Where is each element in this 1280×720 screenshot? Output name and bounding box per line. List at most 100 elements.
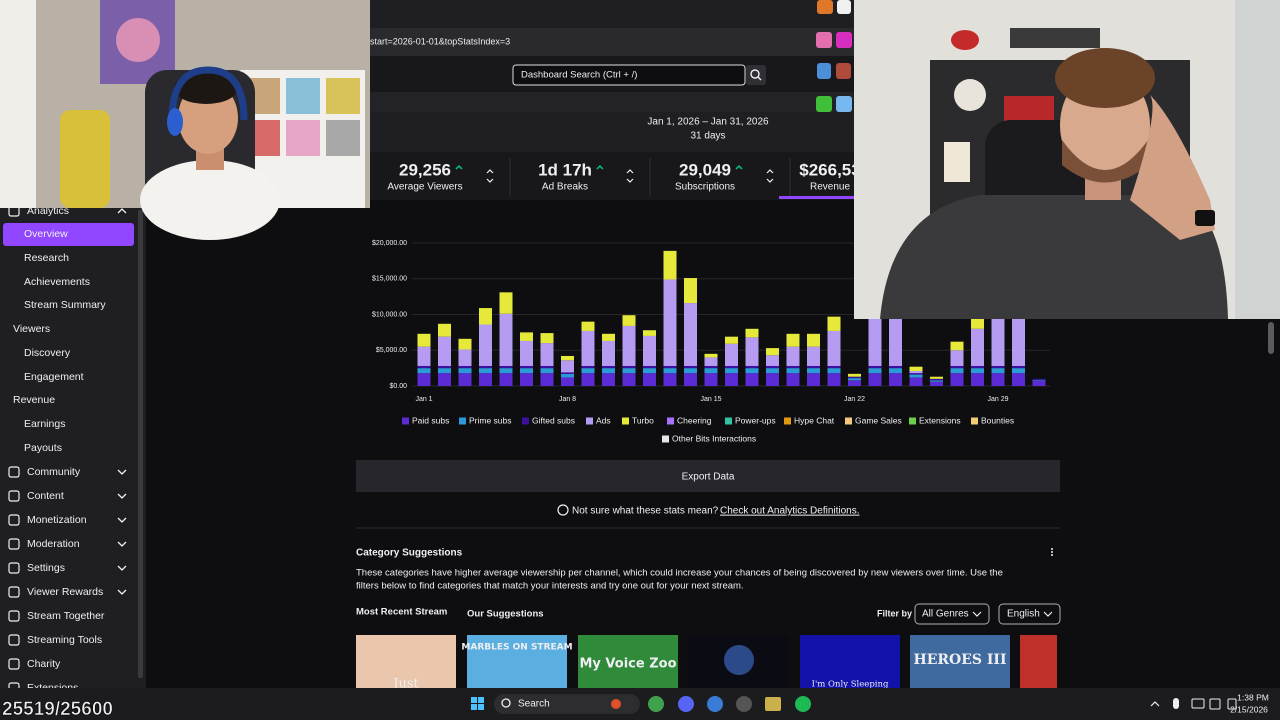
taskbar-app[interactable] xyxy=(736,696,752,712)
category-thumbnail[interactable] xyxy=(467,635,567,688)
legend-swatch[interactable] xyxy=(971,417,978,425)
bar-segment[interactable] xyxy=(745,373,759,386)
bar-segment[interactable] xyxy=(1032,378,1046,381)
bar-segment[interactable] xyxy=(438,365,451,369)
taskbar-search[interactable] xyxy=(494,694,640,714)
bar-segment[interactable] xyxy=(909,377,923,386)
bar-segment[interactable] xyxy=(950,368,964,374)
legend-swatch[interactable] xyxy=(725,417,732,425)
stat-value[interactable]: 29,049 xyxy=(679,160,731,179)
bar-segment[interactable] xyxy=(622,373,636,386)
legend-swatch[interactable] xyxy=(845,417,852,425)
bar-segment[interactable] xyxy=(827,316,841,331)
bar-segment[interactable] xyxy=(561,373,574,378)
bar-segment[interactable] xyxy=(438,373,451,386)
bar-segment[interactable] xyxy=(807,373,820,386)
bar-segment[interactable] xyxy=(909,366,923,371)
bar-segment[interactable] xyxy=(479,365,492,369)
tray-chevron[interactable] xyxy=(1150,701,1160,707)
bar-segment[interactable] xyxy=(561,372,574,374)
legend-swatch[interactable] xyxy=(402,417,409,425)
bar-segment[interactable] xyxy=(602,373,615,386)
bar-segment[interactable] xyxy=(950,350,964,366)
tray-icon[interactable] xyxy=(1209,698,1221,710)
bar-segment[interactable] xyxy=(622,368,636,374)
bar-segment[interactable] xyxy=(971,368,984,374)
nav-item[interactable]: Payouts xyxy=(24,442,62,454)
legend-swatch[interactable] xyxy=(667,417,674,425)
bar-segment[interactable] xyxy=(540,333,554,344)
bar-segment[interactable] xyxy=(438,323,451,337)
bar-segment[interactable] xyxy=(540,365,554,369)
bar-segment[interactable] xyxy=(479,373,492,386)
bar-segment[interactable] xyxy=(561,377,574,386)
help-link[interactable]: Check out Analytics Definitions. xyxy=(720,506,860,517)
tray-icon[interactable] xyxy=(1227,698,1237,710)
legend-swatch[interactable] xyxy=(586,417,593,425)
bar-segment[interactable] xyxy=(684,365,697,369)
bar-segment[interactable] xyxy=(786,333,800,347)
bar-segment[interactable] xyxy=(930,378,943,381)
bar-segment[interactable] xyxy=(971,373,984,386)
bar-segment[interactable] xyxy=(499,313,513,366)
taskbar-app[interactable] xyxy=(678,696,694,712)
bar-segment[interactable] xyxy=(807,368,820,374)
tab[interactable]: Most Recent Stream xyxy=(356,607,447,618)
legend-swatch[interactable] xyxy=(784,417,791,425)
bar-segment[interactable] xyxy=(458,365,472,369)
bar-segment[interactable] xyxy=(704,357,718,366)
bar-segment[interactable] xyxy=(704,365,718,369)
nav-item[interactable]: Stream Summary xyxy=(24,299,106,311)
nav-item[interactable]: Moderation xyxy=(27,538,80,550)
bar-segment[interactable] xyxy=(909,373,923,375)
sort-icon[interactable] xyxy=(626,169,634,174)
bar-segment[interactable] xyxy=(807,365,820,369)
bar-segment[interactable] xyxy=(725,365,738,369)
bar-segment[interactable] xyxy=(643,368,656,374)
bar-segment[interactable] xyxy=(950,341,964,351)
bar-segment[interactable] xyxy=(745,365,759,369)
bar-segment[interactable] xyxy=(663,373,677,386)
legend-label[interactable]: Prime subs xyxy=(469,415,512,425)
extension-icon[interactable] xyxy=(816,96,832,112)
nav-item[interactable]: Stream Together xyxy=(27,610,105,622)
export-label[interactable]: Export Data xyxy=(682,472,735,483)
bar-segment[interactable] xyxy=(950,365,964,369)
bar-segment[interactable] xyxy=(499,365,513,369)
bar-segment[interactable] xyxy=(561,355,574,361)
bar-segment[interactable] xyxy=(540,368,554,374)
tab[interactable]: Our Suggestions xyxy=(467,609,544,620)
legend-swatch[interactable] xyxy=(522,417,529,425)
bar-segment[interactable] xyxy=(930,381,943,386)
nav-item[interactable]: Discovery xyxy=(24,347,71,359)
bar-segment[interactable] xyxy=(520,365,533,369)
bar-segment[interactable] xyxy=(417,333,431,347)
bar-segment[interactable] xyxy=(991,373,1005,386)
bar-segment[interactable] xyxy=(479,368,492,374)
legend-label[interactable]: Ads xyxy=(596,415,611,425)
bar-segment[interactable] xyxy=(417,373,431,386)
bar-segment[interactable] xyxy=(807,346,820,366)
menu-icon[interactable] xyxy=(1051,548,1053,550)
bar-segment[interactable] xyxy=(663,279,677,366)
bar-segment[interactable] xyxy=(766,365,779,369)
bar-segment[interactable] xyxy=(602,333,615,341)
bar-segment[interactable] xyxy=(520,340,533,366)
nav-item[interactable]: Community xyxy=(27,466,81,478)
bar-segment[interactable] xyxy=(827,373,841,386)
bar-segment[interactable] xyxy=(540,373,554,386)
search-box[interactable] xyxy=(512,64,746,86)
bar-segment[interactable] xyxy=(848,378,861,381)
stat-value[interactable]: 1d 17h xyxy=(538,160,592,179)
bar-segment[interactable] xyxy=(520,373,533,386)
extension-icon[interactable] xyxy=(817,0,833,14)
legend-swatch[interactable] xyxy=(459,417,466,425)
bar-segment[interactable] xyxy=(643,373,656,386)
bar-segment[interactable] xyxy=(1032,380,1046,386)
bar-segment[interactable] xyxy=(889,318,902,366)
extension-icon[interactable] xyxy=(836,96,852,112)
bar-segment[interactable] xyxy=(868,365,882,369)
bar-segment[interactable] xyxy=(971,328,984,366)
bar-segment[interactable] xyxy=(684,368,697,374)
bar-segment[interactable] xyxy=(1012,318,1025,366)
